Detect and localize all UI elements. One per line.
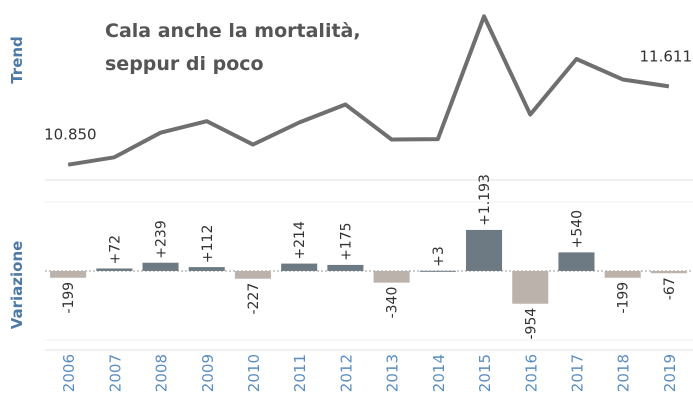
data-label: -227 <box>246 283 262 315</box>
bar <box>188 267 225 271</box>
x-tick-label: 2017 <box>568 354 586 392</box>
bar <box>142 262 179 271</box>
x-tick-label: 2016 <box>522 354 540 392</box>
data-label: +214 <box>292 221 308 260</box>
data-label: +175 <box>338 222 354 260</box>
bar <box>558 252 595 271</box>
x-tick-label: 2012 <box>337 354 355 392</box>
bar <box>373 270 410 283</box>
data-label: 11.611 <box>640 47 693 65</box>
data-label: +3 <box>431 246 447 267</box>
x-tick-label: 2015 <box>476 354 494 392</box>
trend-line <box>67 14 670 167</box>
x-tick-label: 2014 <box>430 354 448 392</box>
data-label: -67 <box>662 277 678 300</box>
x-tick-label: 2019 <box>661 354 679 392</box>
x-tick-label: 2018 <box>615 354 633 392</box>
data-label: +239 <box>154 220 170 258</box>
bar <box>466 229 503 271</box>
data-label: -199 <box>61 282 77 314</box>
bar <box>650 270 687 274</box>
data-label: -199 <box>616 282 632 314</box>
axis-title: Variazione <box>8 241 26 330</box>
x-tick-label: 2010 <box>245 354 263 392</box>
x-tick-label: 2009 <box>199 354 217 392</box>
data-label: +540 <box>569 210 585 248</box>
bar <box>50 270 87 278</box>
x-tick-label: 2013 <box>384 354 402 392</box>
bar <box>327 264 364 271</box>
data-label: -954 <box>523 308 539 340</box>
data-label: -340 <box>385 287 401 319</box>
x-tick-label: 2011 <box>291 354 309 392</box>
bar <box>604 270 641 278</box>
data-label: +112 <box>200 225 216 263</box>
x-tick-label: 2007 <box>106 354 124 392</box>
x-tick-label: 2006 <box>60 354 78 392</box>
annotation: seppur di poco <box>105 53 264 75</box>
bar <box>281 263 318 271</box>
data-label: +72 <box>107 235 123 265</box>
axis-title: Trend <box>8 36 26 84</box>
data-label: +1.193 <box>477 174 493 226</box>
bar <box>96 268 133 271</box>
bar <box>419 270 456 272</box>
x-tick-label: 2008 <box>153 354 171 392</box>
bar <box>234 270 271 279</box>
bar <box>512 270 549 304</box>
annotation: Cala anche la mortalità, <box>105 20 361 42</box>
data-label: 10.850 <box>44 126 97 144</box>
